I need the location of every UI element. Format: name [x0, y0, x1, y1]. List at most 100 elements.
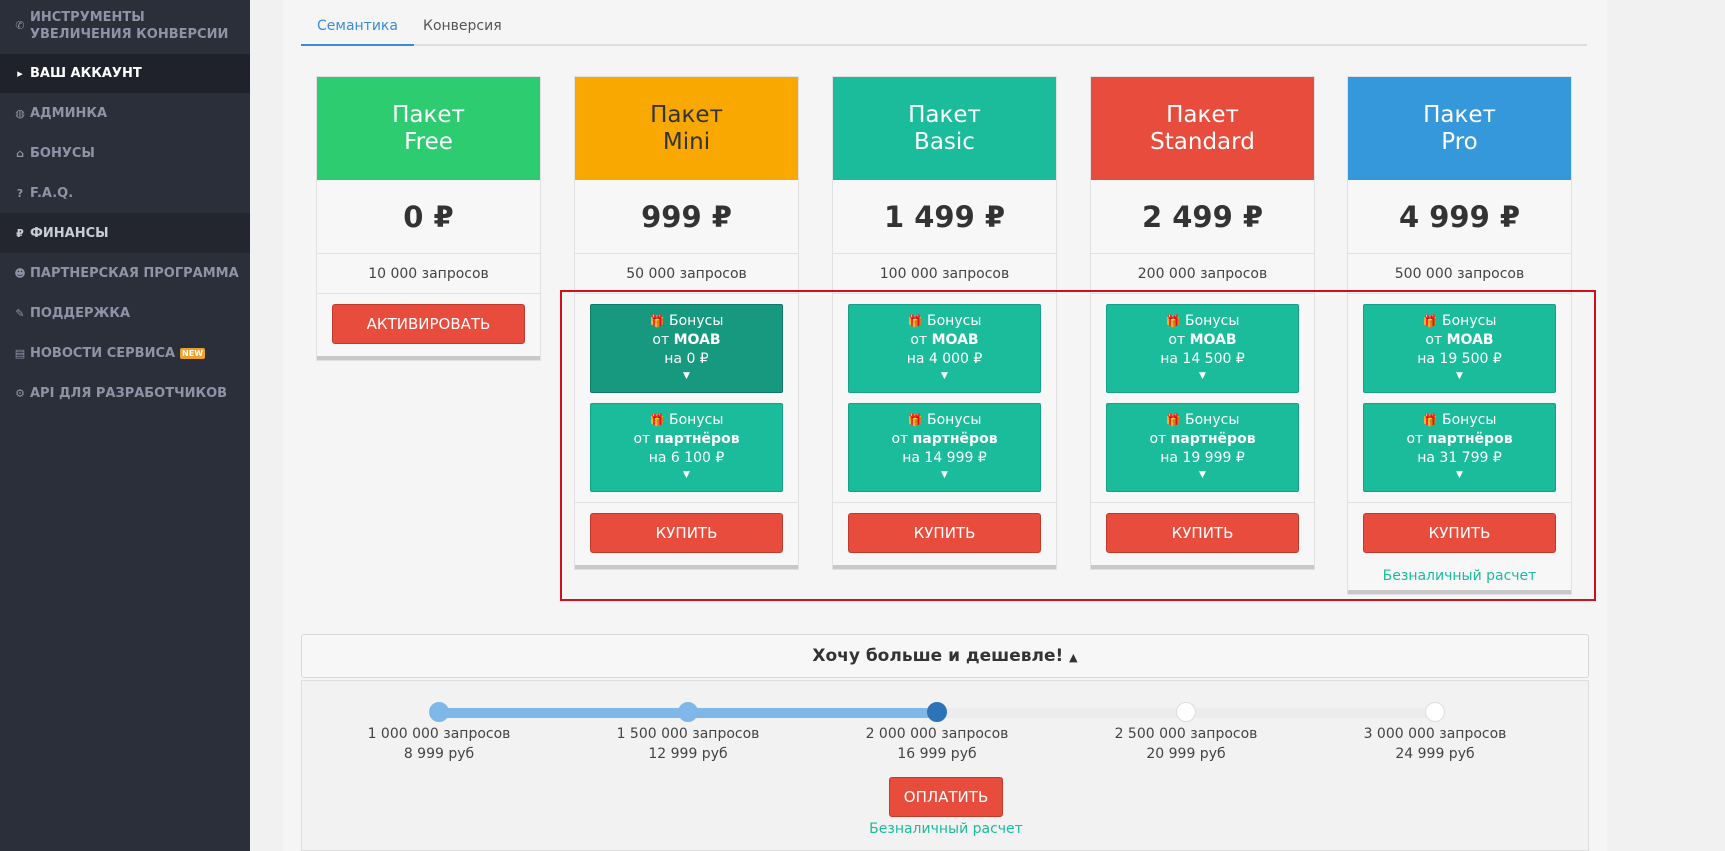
sidebar-item-api[interactable]: ⚙ API ДЛЯ РАЗРАБОТЧИКОВ [0, 373, 250, 413]
sidebar-item-account[interactable]: ▸ ВАШ АККАУНТ [0, 54, 250, 93]
buy-button[interactable]: КУПИТЬ [1363, 513, 1556, 553]
sidebar-item-admin[interactable]: ◍ АДМИНКА [0, 93, 250, 133]
dashboard-icon: ◍ [15, 106, 25, 120]
sidebar-item-label: ВАШ АККАУНТ [30, 66, 142, 81]
caret-down-icon: ▼ [941, 371, 948, 381]
slider-step-dot[interactable] [927, 702, 947, 722]
package-name: Standard [1150, 128, 1255, 155]
activate-button[interactable]: АКТИВИРОВАТЬ [332, 304, 525, 344]
bonus-source: партнёров [1170, 431, 1256, 447]
more-cheaper-toggle[interactable]: Хочу больше и дешевле! ▲ [301, 634, 1589, 678]
bonus-moab-dropdown[interactable]: 🎁 Бонусы от MOAB на 19 500 ₽ ▼ [1363, 304, 1556, 393]
bonus-moab-dropdown[interactable]: 🎁 Бонусы от MOAB на 0 ₽ ▼ [590, 304, 783, 393]
card-footer-bar [833, 565, 1056, 569]
sidebar-item-news[interactable]: ▤ НОВОСТИ СЕРВИСА NEW [0, 333, 250, 373]
slider-step-dot[interactable] [1425, 702, 1445, 722]
bonus-moab-dropdown[interactable]: 🎁 Бонусы от MOAB на 14 500 ₽ ▼ [1106, 304, 1299, 393]
bonus-from: от [910, 332, 928, 348]
tabs: Семантика Конверсия [301, 0, 1587, 46]
bonus-title: Бонусы [1442, 313, 1497, 329]
sidebar-item-conversion-tools[interactable]: ✆ ИНСТРУМЕНТЫ УВЕЛИЧЕНИЯ КОНВЕРСИИ [0, 0, 250, 51]
tab-semantics[interactable]: Семантика [301, 16, 414, 46]
slider-step-label: 1 500 000 запросов 12 999 руб [598, 724, 778, 764]
bonus-from: от [1168, 332, 1186, 348]
step-price: 20 999 руб [1146, 746, 1226, 762]
bonus-amount: на 14 999 ₽ [902, 450, 987, 466]
tab-conversion[interactable]: Конверсия [423, 18, 502, 34]
bonus-partners-dropdown[interactable]: 🎁 Бонусы от партнёров на 6 100 ₽ ▼ [590, 403, 783, 492]
bonus-amount: на 0 ₽ [664, 351, 709, 367]
bonus-amount: на 14 500 ₽ [1160, 351, 1245, 367]
cashless-payment-link[interactable]: Безналичный расчет [1382, 568, 1537, 584]
sidebar-item-label: F.A.Q. [30, 185, 74, 201]
package-card-pro: Пакет Pro 4 999 ₽ 500 000 запросов 🎁 Бон… [1347, 76, 1572, 595]
bonus-partners-dropdown[interactable]: 🎁 Бонусы от партнёров на 31 799 ₽ ▼ [1363, 403, 1556, 492]
package-requests: 200 000 запросов [1091, 254, 1314, 294]
bonus-amount: на 19 500 ₽ [1417, 351, 1502, 367]
bonus-source: партнёров [654, 431, 740, 447]
caret-down-icon: ▼ [683, 371, 690, 381]
sidebar-item-bonuses[interactable]: ⌂ БОНУСЫ [0, 133, 250, 173]
card-footer-bar [1348, 590, 1571, 594]
step-price: 16 999 руб [897, 746, 977, 762]
sidebar: ✆ ИНСТРУМЕНТЫ УВЕЛИЧЕНИЯ КОНВЕРСИИ ▸ ВАШ… [0, 0, 250, 851]
more-cheaper-title: Хочу больше и дешевле! [812, 646, 1064, 666]
ruble-icon: ₽ [16, 226, 24, 240]
gift-icon: 🎁 [649, 413, 665, 427]
gift-icon: 🎁 [1165, 413, 1181, 427]
package-requests: 500 000 запросов [1348, 254, 1571, 294]
package-header: Пакет Standard [1091, 77, 1314, 180]
package-header: Пакет Free [317, 77, 540, 180]
slider-step-dot[interactable] [678, 702, 698, 722]
slider-step-dot[interactable] [429, 702, 449, 722]
buy-button[interactable]: КУПИТЬ [590, 513, 783, 553]
bonus-source: MOAB [1189, 332, 1237, 348]
bonus-title: Бонусы [669, 412, 724, 428]
package-card-free: Пакет Free 0 ₽ 10 000 запросов АКТИВИРОВ… [316, 76, 541, 361]
cashless-payment-link[interactable]: Безналичный расчет [869, 821, 1023, 837]
package-price: 999 ₽ [575, 180, 798, 254]
package-price: 1 499 ₽ [833, 180, 1056, 254]
step-requests: 1 000 000 запросов [367, 726, 511, 742]
bonus-source: партнёров [1427, 431, 1513, 447]
sidebar-item-faq[interactable]: ? F.A.Q. [0, 173, 250, 213]
buy-button[interactable]: КУПИТЬ [848, 513, 1041, 553]
pay-button[interactable]: ОПЛАТИТЬ [889, 777, 1003, 817]
caret-up-icon: ▲ [1069, 651, 1078, 664]
sidebar-item-label: АДМИНКА [30, 105, 108, 121]
bonus-partners-dropdown[interactable]: 🎁 Бонусы от партнёров на 14 999 ₽ ▼ [848, 403, 1041, 492]
bonus-partners-dropdown[interactable]: 🎁 Бонусы от партнёров на 19 999 ₽ ▼ [1106, 403, 1299, 492]
package-price: 4 999 ₽ [1348, 180, 1571, 254]
sidebar-item-finance[interactable]: ₽ ФИНАНСЫ [0, 213, 250, 253]
gift-icon: 🎁 [649, 314, 665, 328]
bonus-title: Бонусы [927, 412, 982, 428]
bonus-amount: на 19 999 ₽ [1160, 450, 1245, 466]
package-label: Пакет [1166, 101, 1239, 128]
package-requests: 100 000 запросов [833, 254, 1056, 294]
sidebar-item-label: БОНУСЫ [30, 145, 95, 161]
bonus-source: MOAB [1446, 332, 1494, 348]
package-label: Пакет [1423, 101, 1496, 128]
package-card-standard: Пакет Standard 2 499 ₽ 200 000 запросов … [1090, 76, 1315, 570]
caret-right-icon: ▸ [17, 67, 23, 80]
buy-button[interactable]: КУПИТЬ [1106, 513, 1299, 553]
bonus-from: от [652, 332, 670, 348]
package-requests: 10 000 запросов [317, 254, 540, 294]
package-label: Пакет [908, 101, 981, 128]
slider-step-label: 1 000 000 запросов 8 999 руб [349, 724, 529, 764]
users-icon: ☻ [14, 266, 26, 280]
caret-down-icon: ▼ [1456, 371, 1463, 381]
card-footer-bar [317, 356, 540, 360]
cogs-icon: ⚙ [15, 386, 25, 400]
sidebar-item-label: ФИНАНСЫ [30, 225, 109, 241]
slider-step-label: 2 500 000 запросов 20 999 руб [1096, 724, 1276, 764]
sidebar-item-partners[interactable]: ☻ ПАРТНЕРСКАЯ ПРОГРАММА [0, 253, 250, 293]
sidebar-item-support[interactable]: ✎ ПОДДЕРЖКА [0, 293, 250, 333]
step-requests: 3 000 000 запросов [1363, 726, 1507, 742]
bonus-from: от [633, 431, 651, 447]
slider-step-dot[interactable] [1176, 702, 1196, 722]
bonus-moab-dropdown[interactable]: 🎁 Бонусы от MOAB на 4 000 ₽ ▼ [848, 304, 1041, 393]
bonus-source: партнёров [912, 431, 998, 447]
caret-down-icon: ▼ [941, 470, 948, 480]
card-footer-bar [575, 565, 798, 569]
